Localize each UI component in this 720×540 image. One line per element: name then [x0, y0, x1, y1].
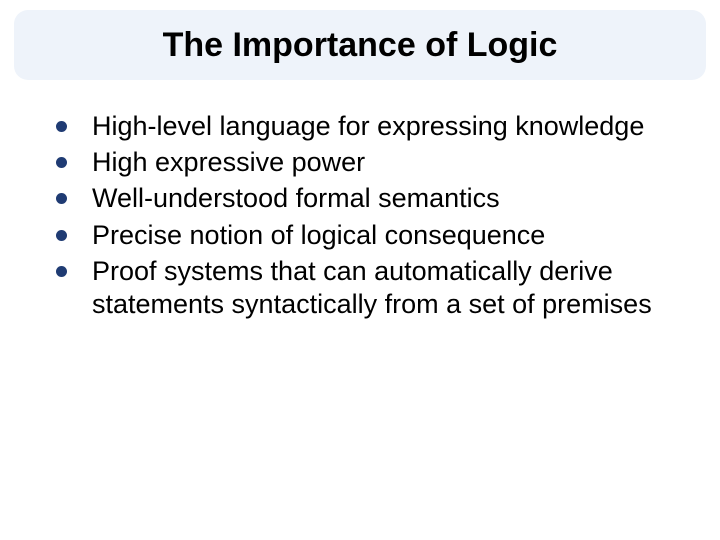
list-item: Precise notion of logical consequence — [48, 219, 672, 252]
bullet-text: High expressive power — [92, 147, 365, 177]
bullet-text: Proof systems that can automatically der… — [92, 256, 652, 319]
slide-body: High-level language for expressing knowl… — [0, 80, 720, 321]
list-item: Proof systems that can automatically der… — [48, 255, 672, 321]
slide: The Importance of Logic High-level langu… — [0, 10, 720, 540]
slide-title: The Importance of Logic — [163, 26, 558, 65]
title-bar: The Importance of Logic — [14, 10, 706, 80]
list-item: High-level language for expressing knowl… — [48, 110, 672, 143]
bullet-list: High-level language for expressing knowl… — [48, 110, 672, 321]
bullet-text: Well-understood formal semantics — [92, 183, 500, 213]
list-item: Well-understood formal semantics — [48, 182, 672, 215]
list-item: High expressive power — [48, 146, 672, 179]
bullet-text: Precise notion of logical consequence — [92, 220, 545, 250]
bullet-text: High-level language for expressing knowl… — [92, 111, 644, 141]
